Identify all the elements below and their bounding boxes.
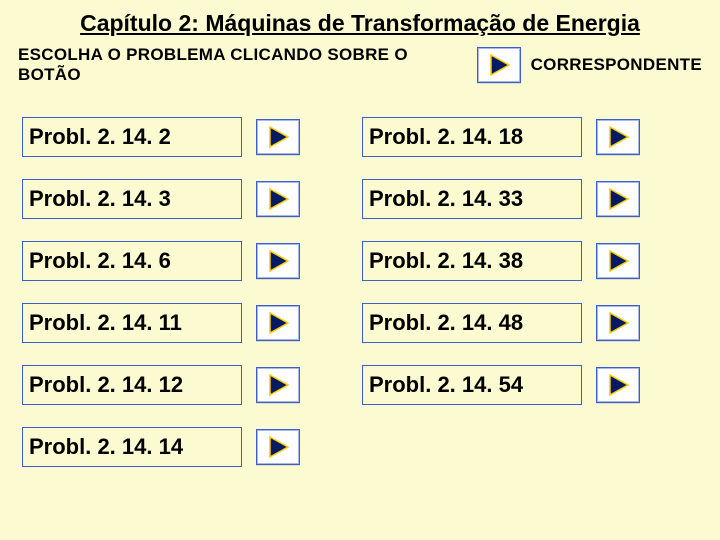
problem-play-button[interactable] xyxy=(596,181,640,217)
problem-label: Probl. 2. 14. 54 xyxy=(362,365,582,405)
instruction-row: ESCOLHA O PROBLEMA CLICANDO SOBRE O BOTÃ… xyxy=(18,45,702,85)
problem-label: Probl. 2. 14. 12 xyxy=(22,365,242,405)
instruction-right: CORRESPONDENTE xyxy=(531,55,702,75)
problem-play-button[interactable] xyxy=(256,367,300,403)
play-icon xyxy=(606,125,630,149)
problem-label: Probl. 2. 14. 38 xyxy=(362,241,582,281)
problem-row: Probl. 2. 14. 48 xyxy=(362,303,640,343)
problem-row: Probl. 2. 14. 33 xyxy=(362,179,640,219)
problem-row: Probl. 2. 14. 12 xyxy=(22,365,300,405)
play-icon xyxy=(487,53,511,77)
play-icon xyxy=(266,187,290,211)
problem-label: Probl. 2. 14. 11 xyxy=(22,303,242,343)
page-root: Capítulo 2: Máquinas de Transformação de… xyxy=(0,0,720,467)
problem-label: Probl. 2. 14. 14 xyxy=(22,427,242,467)
problem-row: Probl. 2. 14. 2 xyxy=(22,117,300,157)
right-column: Probl. 2. 14. 18 Probl. 2. 14. 33 Probl.… xyxy=(362,117,640,467)
instruction-left: ESCOLHA O PROBLEMA CLICANDO SOBRE O BOTÃ… xyxy=(18,45,467,85)
play-icon xyxy=(266,373,290,397)
problem-label: Probl. 2. 14. 6 xyxy=(22,241,242,281)
problem-play-button[interactable] xyxy=(596,305,640,341)
problem-row: Probl. 2. 14. 11 xyxy=(22,303,300,343)
problem-play-button[interactable] xyxy=(256,429,300,465)
problem-row: Probl. 2. 14. 3 xyxy=(22,179,300,219)
problem-play-button[interactable] xyxy=(256,181,300,217)
problem-row: Probl. 2. 14. 54 xyxy=(362,365,640,405)
columns-wrapper: Probl. 2. 14. 2 Probl. 2. 14. 3 Probl. 2… xyxy=(18,117,702,467)
problem-label: Probl. 2. 14. 33 xyxy=(362,179,582,219)
play-icon xyxy=(266,435,290,459)
problem-row: Probl. 2. 14. 38 xyxy=(362,241,640,281)
problem-row: Probl. 2. 14. 6 xyxy=(22,241,300,281)
problem-play-button[interactable] xyxy=(596,243,640,279)
problem-play-button[interactable] xyxy=(596,119,640,155)
play-icon xyxy=(606,187,630,211)
problem-play-button[interactable] xyxy=(256,119,300,155)
problem-label: Probl. 2. 14. 2 xyxy=(22,117,242,157)
problem-row: Probl. 2. 14. 18 xyxy=(362,117,640,157)
problem-label: Probl. 2. 14. 3 xyxy=(22,179,242,219)
play-icon xyxy=(606,249,630,273)
play-icon xyxy=(266,249,290,273)
left-column: Probl. 2. 14. 2 Probl. 2. 14. 3 Probl. 2… xyxy=(22,117,300,467)
play-icon xyxy=(606,373,630,397)
problem-label: Probl. 2. 14. 18 xyxy=(362,117,582,157)
instruction-play-button[interactable] xyxy=(477,47,520,83)
problem-play-button[interactable] xyxy=(596,367,640,403)
problem-play-button[interactable] xyxy=(256,305,300,341)
problem-row: Probl. 2. 14. 14 xyxy=(22,427,300,467)
problem-label: Probl. 2. 14. 48 xyxy=(362,303,582,343)
play-icon xyxy=(266,125,290,149)
play-icon xyxy=(266,311,290,335)
play-icon xyxy=(606,311,630,335)
chapter-title: Capítulo 2: Máquinas de Transformação de… xyxy=(18,10,702,37)
problem-play-button[interactable] xyxy=(256,243,300,279)
